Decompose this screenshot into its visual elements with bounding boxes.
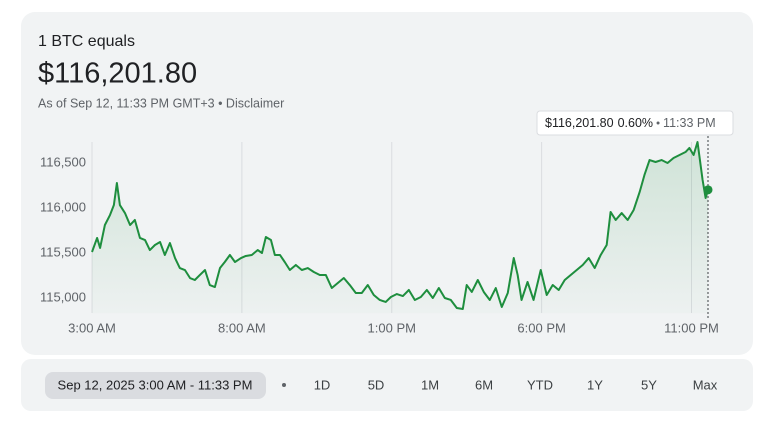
x-tick-label: 3:00 AM [68,320,116,335]
x-tick-label: 1:00 PM [368,320,416,335]
tooltip-dot [656,121,660,125]
y-tick-label: 116,000 [40,199,86,214]
date-range[interactable]: Sep 12, 2025 3:00 AM - 11:33 PM [58,377,253,392]
y-tick-label: 115,000 [40,289,86,304]
y-tick-label: 115,500 [40,244,86,259]
area [92,142,708,314]
date-pill[interactable] [45,372,266,399]
separator [282,383,286,387]
tooltip-change: 0.60% [618,116,653,130]
label: 1 BTC equals [38,33,135,50]
range-button[interactable]: 5Y [641,377,657,392]
last-point [703,185,713,195]
range-button[interactable]: 1D [314,377,331,392]
range-button[interactable]: 6M [475,377,493,392]
tooltip-price: $116,201.80 [545,116,614,130]
price: $116,201.80 [38,58,197,90]
tooltip-box [536,110,734,136]
as-of: As of Sep 12, 11:33 PM GMT+3 • Disclaime… [38,96,284,110]
price-line [91,141,709,310]
x-tick-label: 11:00 PM [664,320,719,335]
tooltip-time: 11:33 PM [663,116,716,130]
x-tick-label: 8:00 AM [218,320,266,335]
range-button[interactable]: 5D [368,377,385,392]
card [21,12,753,355]
range-button[interactable]: Max [693,377,718,392]
x-tick-label: 6:00 PM [517,320,565,335]
range-button[interactable]: YTD [527,377,553,392]
range-button[interactable]: 1M [421,377,439,392]
y-tick-label: 116,500 [40,154,86,169]
range-button[interactable]: 1Y [587,377,603,392]
